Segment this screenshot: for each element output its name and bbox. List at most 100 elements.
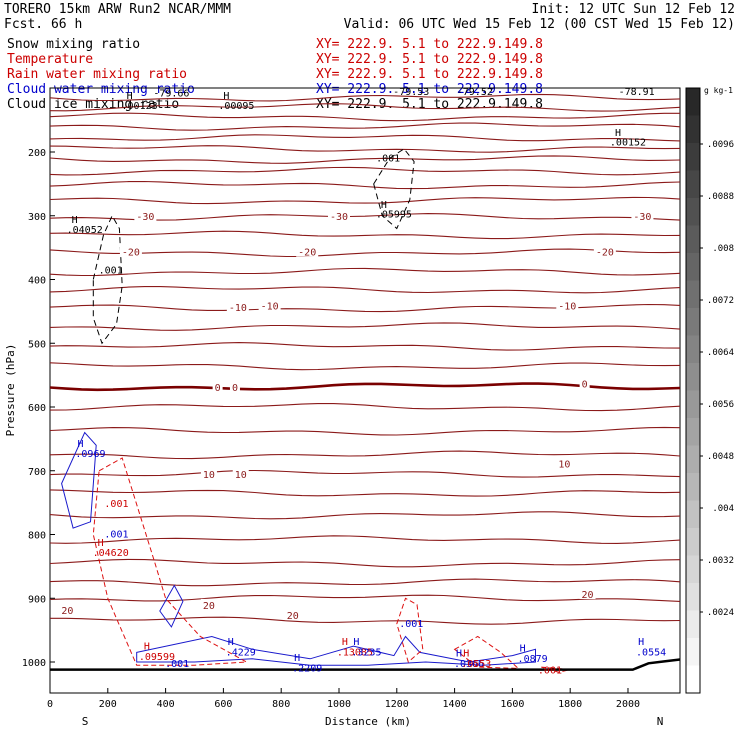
isotherm-line [49, 403, 681, 412]
isotherm-line [49, 286, 681, 294]
colorbar-swatch [686, 528, 700, 556]
colorbar-swatch [686, 253, 700, 281]
extrema-marker: H [72, 215, 78, 226]
colorbar-swatch [686, 583, 700, 611]
isotherm-label: 20 [581, 590, 593, 601]
colorbar-swatch [686, 225, 700, 254]
isotherm-line [49, 155, 681, 164]
isotherm-label: 20 [61, 606, 73, 617]
legend-xy-cloud-ice: XY= 222.9. 5.1 to 222.9.149.8 [316, 97, 543, 112]
init-time: Init: 12 UTC Sun 12 Feb 12 [532, 2, 736, 17]
isotherm-line [49, 342, 681, 351]
extrema-value: .3235 [351, 647, 381, 658]
isotherm-label-bg [556, 299, 579, 311]
colorbar-swatch [686, 198, 700, 226]
isotherm-line [50, 616, 681, 625]
colorbar-tick-label: .0096 [707, 140, 734, 150]
colorbar-unit: g kg-1 [704, 86, 733, 95]
legend-field-rain: Rain water mixing ratio [7, 67, 187, 82]
isotherm-line [49, 122, 681, 131]
top-temperature-label: -78.91 [619, 87, 655, 98]
extrema-marker: H [520, 644, 526, 655]
x-tick-label: 2000 [616, 699, 640, 710]
colorbar-swatch [686, 390, 700, 419]
isotherm-line [49, 489, 681, 497]
extrema-marker: H [228, 637, 234, 648]
x-tick-label: 1400 [443, 699, 467, 710]
isotherm-label: -30 [633, 212, 651, 223]
extrema-value: .0553 [461, 659, 491, 670]
y-tick-label: 800 [28, 531, 46, 542]
extrema-value: .4229 [226, 647, 256, 658]
y-tick-label: 500 [28, 339, 46, 350]
isotherm-line [49, 594, 681, 602]
isotherm-line [49, 535, 681, 544]
isotherm-label-bg [229, 380, 240, 392]
x-tick-label: 400 [157, 699, 175, 710]
extrema-value: .001 [104, 499, 128, 510]
cloud-water-contour [61, 431, 97, 529]
extrema-marker: H [638, 637, 644, 648]
isotherm-label: 10 [558, 459, 570, 470]
extrema-marker: H [223, 91, 229, 102]
isotherm-line [49, 248, 681, 258]
extrema-marker: H [127, 91, 133, 102]
isotherm-label: -30 [330, 212, 348, 223]
legend-field-cloud-water: Cloud water mixing ratio [7, 82, 195, 97]
snow-contour [92, 214, 123, 345]
extrema-value: .001 [399, 619, 423, 630]
isotherm-line [49, 230, 681, 240]
colorbar: g kg-1 .0096 .0088 .008 .0072 .0064 .0056 .0048… [685, 86, 734, 694]
isotherm-label-bg [579, 588, 596, 600]
isotherm-label: 20 [287, 611, 299, 622]
isotherm-line [49, 145, 681, 153]
legend-xy-snow: XY= 222.9. 5.1 to 222.9.149.8 [316, 37, 543, 52]
extrema-value: .13085 [337, 647, 373, 658]
surface-line [50, 658, 681, 671]
extrema-value: .0554 [636, 647, 666, 658]
isotherm-label-bg [631, 210, 654, 222]
cloud-water-contour [159, 584, 184, 628]
isotherm-label-bg [556, 457, 573, 469]
extrema-value: .09599 [139, 652, 175, 663]
colorbar-tick-label: .0056 [707, 400, 734, 410]
isotherm-line [49, 267, 681, 277]
colorbar-swatch [686, 308, 700, 336]
isotherm-label: -10 [558, 301, 576, 312]
colorbar-swatch [686, 638, 700, 666]
legend-field-temperature: Temperature [7, 52, 93, 67]
isotherm-label-bg [119, 245, 142, 257]
colorbar-tick-label: .0072 [707, 296, 734, 306]
legend-xy-temperature: XY= 222.9. 5.1 to 222.9.149.8 [316, 52, 543, 67]
colorbar-swatch [686, 88, 700, 116]
isotherm-line [49, 112, 680, 122]
isotherm-label-bg [212, 380, 223, 392]
isotherm-label: -10 [229, 303, 247, 314]
x-tick-label: 1000 [327, 699, 351, 710]
extrema-value: .001 [376, 153, 400, 164]
temperature-isotherms [49, 93, 681, 625]
x-end-north: N [657, 715, 664, 728]
y-tick-label: 200 [28, 148, 46, 159]
x-tick-label: 1600 [500, 699, 524, 710]
cloud-water-contour [136, 635, 536, 666]
isotherm-label: 0 [215, 383, 221, 394]
colorbar-frame [685, 87, 701, 694]
isotherm-line [49, 362, 681, 371]
extrema-value: .0366 [454, 659, 484, 670]
isotherm-line [49, 166, 681, 176]
valid-time: Valid: 06 UTC Wed 15 Feb 12 (00 CST Wed … [344, 17, 735, 32]
colorbar-tick-label: .0024 [707, 608, 734, 618]
isotherm-label-bg [258, 299, 281, 311]
isotherm-line [49, 450, 681, 460]
x-tick-label: 800 [272, 699, 290, 710]
isotherm-label-bg [200, 598, 217, 610]
isotherm-label: -20 [122, 248, 140, 259]
top-temperature-label: -79.52 [457, 87, 493, 98]
colorbar-tick-label: .0088 [707, 192, 734, 202]
y-tick-label: 600 [28, 403, 46, 414]
x-tick-label: 200 [99, 699, 117, 710]
isotherm-label-bg [226, 301, 249, 313]
colorbar-tick-label: .004 [712, 504, 734, 514]
legend-xy-cloud-water: XY= 222.9. 5.1 to 222.9.149.8 [316, 82, 543, 97]
